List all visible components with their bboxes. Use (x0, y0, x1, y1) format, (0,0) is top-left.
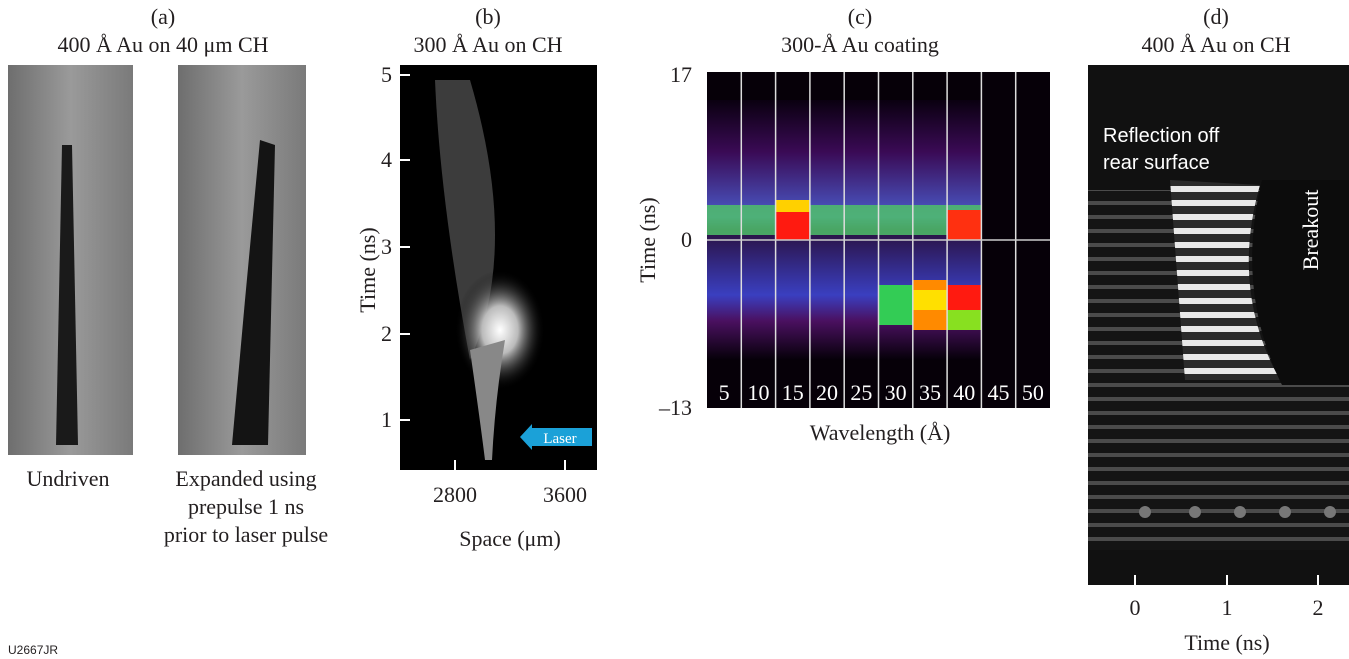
x-tick-label: 3600 (543, 482, 587, 507)
annotation: Laser (543, 431, 576, 447)
y-tick-label: –13 (658, 395, 692, 420)
band (844, 205, 879, 235)
x-tick-label: 2 (1313, 595, 1324, 620)
x-axis-label: Time (ns) (1184, 630, 1269, 655)
target (56, 145, 78, 445)
band (741, 205, 776, 235)
y-tick-label: 3 (381, 234, 392, 259)
annotation: rear surface (1103, 152, 1210, 174)
band (809, 205, 845, 235)
panel-title: 400 Å Au on 40 μm CH (57, 32, 268, 57)
y-tick-label: 2 (381, 321, 392, 346)
y-tick-label: 4 (381, 147, 392, 172)
y-tick-label: 17 (670, 62, 692, 87)
band (947, 210, 982, 240)
channel-label: 50 (1022, 380, 1044, 405)
band (947, 310, 982, 330)
y-axis-label: Time (ns) (355, 227, 380, 312)
x-axis-label: Space (μm) (459, 526, 561, 551)
x-tick-label: 1 (1222, 595, 1233, 620)
target (232, 140, 275, 445)
channel-label: 40 (953, 380, 975, 405)
figure-id: U2667JR (8, 643, 58, 657)
y-axis-label: Time (ns) (635, 197, 660, 282)
y-tick-label: 1 (381, 407, 392, 432)
panel-title: 300 Å Au on CH (413, 32, 562, 57)
caption: Expanded using (175, 466, 316, 491)
channel-label: 30 (885, 380, 907, 405)
band (878, 205, 913, 235)
y-tick-label: 0 (681, 227, 692, 252)
caption: prior to laser pulse (164, 522, 328, 547)
caption: prepulse 1 ns (188, 494, 304, 519)
panel-label: (b) (475, 4, 501, 29)
panel-label: (a) (151, 4, 175, 29)
image (400, 65, 597, 470)
annotation: Breakout (1298, 190, 1323, 271)
spectra (707, 72, 1017, 408)
laser-arrow (520, 424, 592, 450)
channel-label: 10 (747, 380, 769, 405)
caption: Undriven (26, 466, 109, 491)
band (912, 290, 948, 310)
panel-label: (d) (1203, 4, 1229, 29)
x-tick-label: 2800 (433, 482, 477, 507)
channel-label: 45 (988, 380, 1010, 405)
x-axis-label: Wavelength (Å) (810, 420, 951, 445)
channel-label: 25 (850, 380, 872, 405)
channel-label: 20 (816, 380, 838, 405)
streak (470, 340, 505, 460)
band (707, 205, 742, 235)
y-tick-label: 5 (381, 62, 392, 87)
band (775, 210, 810, 240)
band (775, 200, 810, 212)
channel-label: 15 (782, 380, 804, 405)
panel-label: (c) (848, 4, 872, 29)
fringes (1170, 180, 1280, 380)
band (912, 205, 948, 235)
x-tick-label: 0 (1130, 595, 1141, 620)
annotation: Reflection off (1103, 125, 1220, 147)
channel-label: 5 (719, 380, 730, 405)
panel-title: 400 Å Au on CH (1141, 32, 1290, 57)
panel-title: 300-Å Au coating (781, 32, 939, 57)
channel-label: 35 (919, 380, 941, 405)
band (878, 285, 913, 325)
